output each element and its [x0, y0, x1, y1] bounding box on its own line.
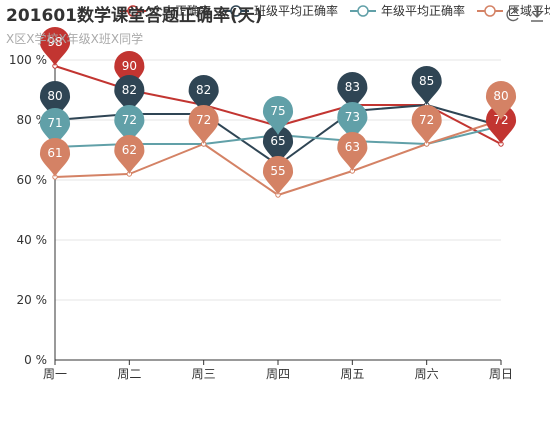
- x-tick-label: 周日: [489, 367, 513, 381]
- x-tick-label: 周一: [43, 367, 67, 381]
- refresh-icon[interactable]: [506, 6, 520, 22]
- legend: 个人正确率 班级平均正确率 年级平均正确率 区域平均正确率: [120, 3, 550, 18]
- legend-label: 年级平均正确率: [381, 3, 465, 18]
- toolbox: [506, 6, 543, 22]
- y-tick-label: 60 %: [17, 173, 48, 187]
- y-tick-label: 0 %: [24, 353, 47, 367]
- data-pin-3: [114, 134, 145, 174]
- data-pin-1: [188, 75, 219, 114]
- legend-label: 班级平均正确率: [254, 3, 338, 18]
- data-pin-label: 98: [47, 35, 62, 49]
- legend-swatch-marker: [127, 5, 139, 17]
- data-pin-0: [39, 27, 71, 66]
- chart-subtitle: X区X学校X年级X班X同学: [6, 31, 143, 46]
- legend-item-1[interactable]: 班级平均正确率: [223, 3, 338, 18]
- data-pin-label: 65: [270, 134, 285, 148]
- data-pin-3: [485, 81, 517, 120]
- legend-swatch-marker: [230, 5, 242, 17]
- data-pin-3: [188, 105, 219, 144]
- refresh-icon-arc: [506, 7, 519, 22]
- x-tick-label: 周二: [117, 367, 141, 381]
- data-pin-2: [39, 108, 71, 147]
- data-pin-3: [337, 132, 368, 171]
- data-pin-label: 75: [270, 104, 285, 118]
- x-tick-label: 周四: [266, 367, 290, 381]
- legend-label: 个人正确率: [151, 3, 211, 18]
- x-tick-label: 周六: [415, 367, 439, 381]
- legend-swatch-marker: [484, 5, 496, 17]
- data-pin-3: [39, 138, 71, 177]
- data-pin-label: 61: [47, 146, 62, 160]
- data-pin-label: 63: [345, 140, 360, 154]
- data-pin-label: 82: [196, 83, 211, 97]
- data-pin-label: 72: [419, 113, 434, 127]
- data-pin-1: [337, 72, 368, 111]
- data-pin-label: 80: [493, 89, 508, 103]
- data-pin-1: [114, 74, 145, 114]
- data-pin-1: [411, 66, 442, 105]
- data-pin-label: 71: [47, 116, 62, 130]
- data-pin-1: [262, 126, 294, 165]
- data-pin-3: [262, 156, 294, 195]
- data-pin-label: 73: [345, 110, 360, 124]
- legend-label: 区域平均正确率: [508, 3, 550, 18]
- y-tick-label: 80 %: [17, 113, 48, 127]
- data-pin-0: [485, 105, 517, 144]
- data-pin-label: 90: [122, 59, 137, 73]
- data-pin-2: [262, 96, 294, 135]
- data-pin-1: [39, 81, 71, 120]
- data-pin-2: [114, 104, 145, 144]
- data-pin-label: 55: [270, 164, 285, 178]
- x-tick-label: 周三: [192, 367, 216, 381]
- x-tick-label: 周五: [340, 367, 364, 381]
- axes: 0 % 20 % 40 % 60 % 80 % 100 % 周一 周二 周三 周四 周五 周六 周日: [9, 45, 513, 381]
- data-pin-label: 83: [345, 80, 360, 94]
- download-icon[interactable]: [531, 6, 543, 22]
- refresh-icon-arrow: [513, 6, 520, 14]
- data-pin-label: 80: [47, 89, 62, 103]
- legend-item-0[interactable]: 个人正确率: [120, 3, 211, 18]
- data-pin-2: [337, 102, 368, 141]
- data-pin-label: 72: [122, 113, 137, 127]
- data-pins: 9890728082826583857172757361627255637280: [39, 27, 517, 195]
- y-tick-label: 40 %: [17, 233, 48, 247]
- chart-title: 201601数学课堂答题正确率(天): [6, 5, 263, 26]
- y-tick-label: 20 %: [17, 293, 48, 307]
- data-pin-3: [411, 105, 442, 144]
- data-pin-label: 72: [196, 113, 211, 127]
- data-pin-label: 85: [419, 74, 434, 88]
- legend-swatch-marker: [357, 5, 369, 17]
- data-pin-label: 82: [122, 83, 137, 97]
- download-icon-shape: [531, 6, 543, 22]
- y-tick-label: 100 %: [9, 53, 47, 67]
- data-pin-label: 62: [122, 143, 137, 157]
- data-pin-0: [114, 50, 145, 90]
- legend-item-2[interactable]: 年级平均正确率: [350, 3, 465, 18]
